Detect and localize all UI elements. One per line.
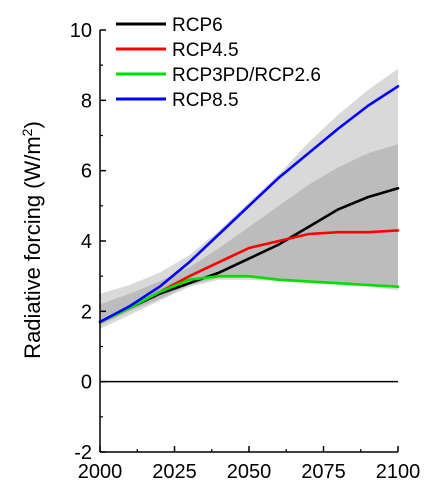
y-axis-title-close: ): [20, 121, 45, 128]
y-axis-title-sup: 2: [19, 128, 35, 136]
legend-label-rcp6: RCP6: [172, 15, 223, 36]
legend-label-rcp8-5: RCP8.5: [172, 90, 239, 111]
x-tick-label: 2000: [78, 461, 123, 483]
uncertainty-band-2: [100, 144, 398, 326]
series-line-rcp8-5: [98, 85, 400, 324]
y-tick-label: 4: [81, 231, 92, 253]
x-tick-label: 2100: [376, 461, 421, 483]
y-axis-title: Radiative forcing (W/m2): [19, 121, 45, 359]
y-tick-label: 8: [81, 90, 92, 112]
legend-label-rcp3pd-rcp2-6: RCP3PD/RCP2.6: [172, 65, 321, 86]
uncertainty-bands: [100, 68, 398, 329]
axes: -2 0 2 4 6 8 10 2000 2025 2050 2075 2100: [70, 20, 421, 483]
series-lines: [98, 85, 400, 324]
x-tick-label: 2075: [301, 461, 346, 483]
x-tick-label: 2025: [152, 461, 197, 483]
y-tick-label: 2: [81, 301, 92, 323]
series-line-rcp3pd-rcp2-6: [98, 274, 400, 324]
legend: RCP6 RCP4.5 RCP3PD/RCP2.6 RCP8.5: [116, 15, 321, 111]
x-tick-label: 2050: [227, 461, 272, 483]
y-tick-label: -2: [74, 442, 92, 464]
y-tick-label: 0: [81, 372, 92, 394]
y-tick-label: 6: [81, 161, 92, 183]
y-axis-title-main: Radiative forcing (W/m: [20, 136, 45, 359]
y-tick-label: 10: [70, 20, 92, 42]
legend-label-rcp4-5: RCP4.5: [172, 40, 239, 61]
